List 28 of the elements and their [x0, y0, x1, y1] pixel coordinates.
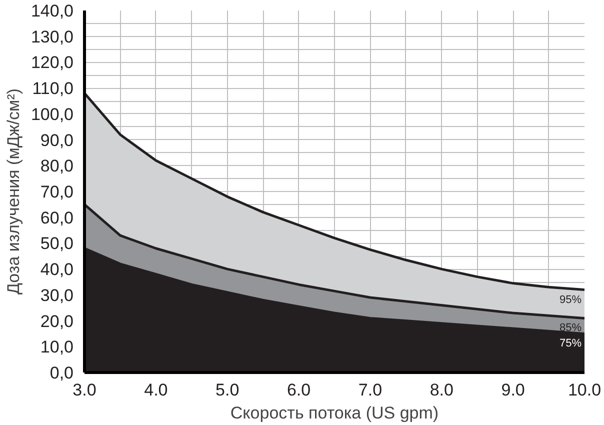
- x-tick-label: 5.0: [216, 380, 240, 400]
- series-label: 75%: [559, 338, 582, 350]
- series-label: 85%: [559, 322, 582, 334]
- y-tick-label: 30,0: [40, 286, 74, 305]
- x-tick-label: 4.0: [144, 380, 168, 400]
- x-tick-label: 10.0: [568, 380, 602, 400]
- y-tick-label: 80,0: [40, 156, 74, 176]
- x-tick-label: 3.0: [72, 380, 96, 400]
- x-tick-label: 8.0: [430, 380, 454, 400]
- y-tick-label: 140,0: [30, 2, 74, 20]
- y-tick-label: 120,0: [30, 53, 74, 72]
- y-tick-label: 40,0: [40, 260, 74, 280]
- series-label: 95%: [559, 294, 582, 306]
- y-tick-label: 100,0: [30, 104, 74, 124]
- y-axis-title: Доза излучения (мДж/см²): [4, 88, 23, 295]
- y-tick-label: 50,0: [40, 234, 74, 254]
- y-tick-label: 10,0: [40, 338, 74, 357]
- y-tick-label: 110,0: [32, 79, 74, 98]
- y-tick-label: 130,0: [30, 27, 74, 46]
- x-tick-label: 6.0: [286, 380, 311, 400]
- y-tick-label: 20,0: [40, 312, 74, 331]
- x-tick-label: 9.0: [501, 380, 525, 400]
- y-tick-label: 70,0: [40, 182, 74, 202]
- x-tick-label: 7.0: [358, 380, 382, 400]
- y-tick-label: 60,0: [40, 208, 74, 228]
- y-tick-label: 90,0: [40, 130, 74, 150]
- y-tick-label: 0,0: [50, 364, 74, 382]
- x-axis-title: Скорость потока (US gpm): [230, 404, 439, 422]
